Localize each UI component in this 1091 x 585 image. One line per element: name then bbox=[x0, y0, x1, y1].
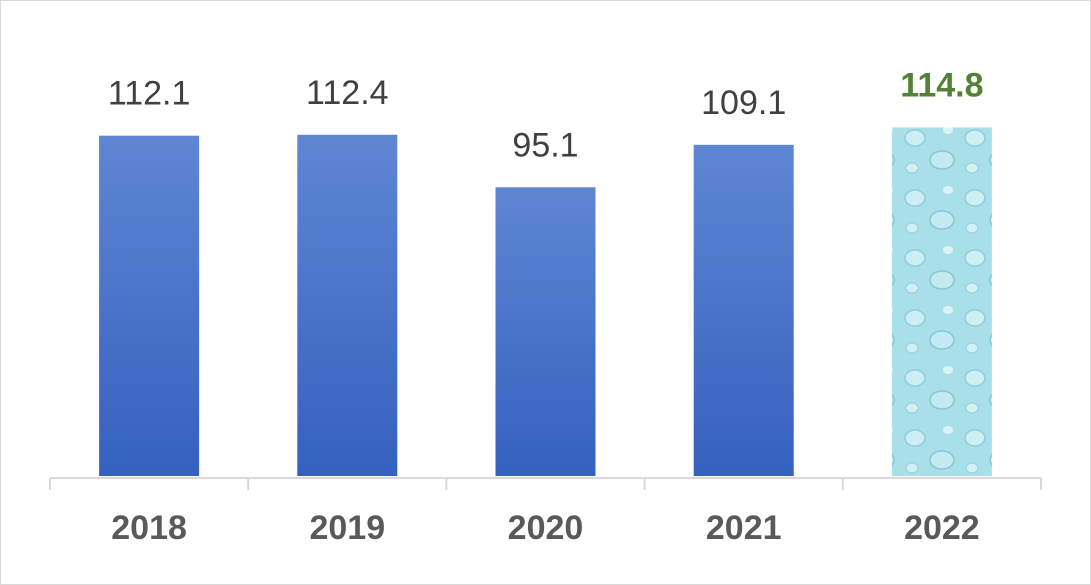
value-label: 109.1 bbox=[701, 84, 786, 122]
x-tick-label: 2020 bbox=[508, 509, 584, 547]
x-tick-label: 2018 bbox=[111, 509, 187, 547]
value-label: 112.1 bbox=[108, 75, 191, 113]
bar bbox=[99, 135, 200, 477]
x-tick-label: 2022 bbox=[904, 509, 980, 547]
value-label: 112.4 bbox=[306, 74, 389, 112]
x-tick-label: 2021 bbox=[706, 509, 782, 547]
x-tick-label: 2019 bbox=[309, 509, 385, 547]
bar bbox=[891, 127, 992, 476]
value-label: 114.8 bbox=[900, 66, 983, 104]
bar bbox=[297, 134, 398, 477]
bar bbox=[495, 187, 596, 476]
value-label: 95.1 bbox=[512, 126, 578, 164]
bar bbox=[693, 144, 794, 476]
